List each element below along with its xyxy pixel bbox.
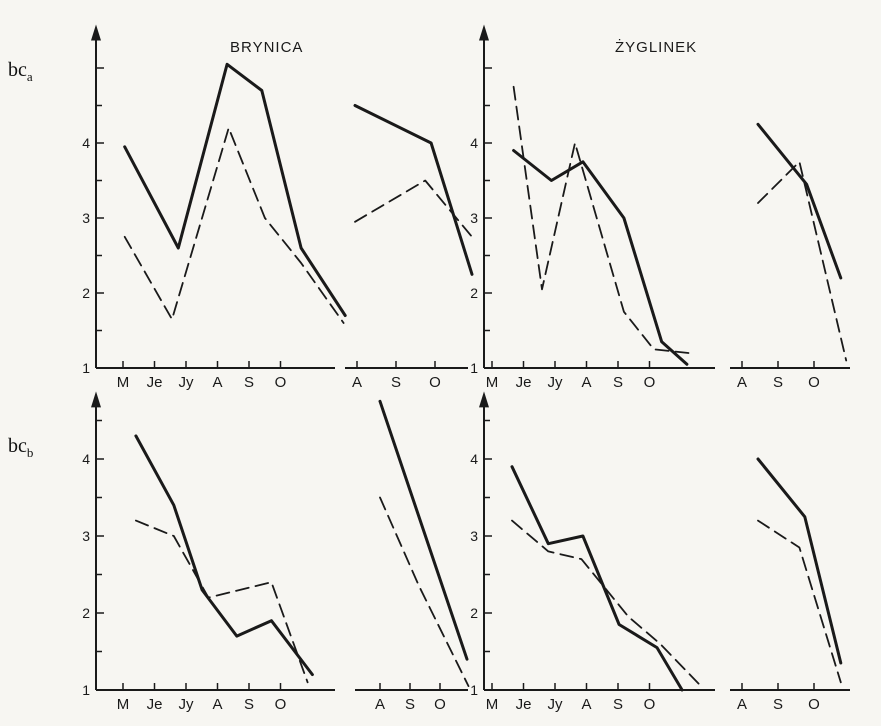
row-label-bca: bca (8, 59, 33, 84)
x-tick-label: Je (516, 374, 532, 391)
x-tick-label: Je (147, 374, 163, 391)
series-line-dashed (354, 179, 473, 238)
series-line-solid (756, 122, 843, 280)
y-tick-label: 1 (470, 682, 478, 698)
x-tick-label: M (117, 374, 130, 391)
x-tick-label: S (244, 374, 254, 391)
chart-title-brynica: BRYNICA (230, 39, 303, 56)
y-axis-arrow (479, 391, 489, 408)
y-axis-arrow (91, 391, 101, 408)
y-tick-label: 2 (82, 605, 90, 621)
x-tick-label: O (429, 374, 441, 391)
x-tick-label: A (737, 696, 747, 713)
x-tick-label: O (808, 696, 820, 713)
y-tick-label: 3 (82, 210, 90, 226)
series-line-solid (512, 149, 689, 366)
x-tick-label: A (581, 696, 591, 713)
y-tick-label: 4 (470, 135, 478, 151)
y-tick-label: 4 (82, 451, 90, 467)
x-tick-label: O (434, 696, 446, 713)
x-tick-label: Jy (179, 696, 195, 713)
x-tick-label: A (212, 374, 222, 391)
panel-bcb-brynica-1: M Je Jy A S O 1 2 3 4 (82, 391, 335, 713)
x-tick-label: Jy (548, 374, 564, 391)
series-line-solid (510, 465, 684, 692)
y-tick-label: 4 (82, 135, 90, 151)
x-tick-label: S (244, 696, 254, 713)
x-tick-label: O (275, 374, 287, 391)
x-tick-label: S (391, 374, 401, 391)
x-tick-label: M (486, 374, 499, 391)
y-tick-label: 3 (82, 528, 90, 544)
series-line-dashed (511, 519, 702, 687)
x-tick-label: Je (147, 696, 163, 713)
series-line-dashed (134, 519, 309, 684)
plot-panels: M Je Jy A S O 1 2 3 4 A S O M Je Jy A S O 1 2 3 4 A S O M Je Jy A S O 1 2… (82, 24, 850, 713)
panel-bca-zyglinek-1: M Je Jy A S O 1 2 3 4 (470, 24, 715, 391)
series-line-dashed (123, 127, 345, 324)
series-line-solid (353, 104, 474, 276)
x-tick-label: S (613, 696, 623, 713)
series-line-solid (378, 399, 469, 661)
y-tick-label: 2 (470, 285, 478, 301)
x-tick-label: A (737, 374, 747, 391)
y-tick-label: 2 (82, 285, 90, 301)
x-tick-label: S (405, 696, 415, 713)
series-line-solid (134, 434, 314, 677)
series-line-dashed (512, 85, 690, 354)
x-tick-label: A (352, 374, 362, 391)
y-axis-arrow (91, 24, 101, 41)
x-tick-label: O (808, 374, 820, 391)
y-tick-label: 3 (470, 210, 478, 226)
panel-bca-brynica-1: M Je Jy A S O 1 2 3 4 (82, 24, 347, 391)
chart-title-zyglinek: ŻYGLINEK (615, 38, 697, 56)
y-tick-label: 1 (470, 360, 478, 376)
x-tick-label: A (375, 696, 385, 713)
y-tick-label: 3 (470, 528, 478, 544)
x-tick-label: O (644, 374, 656, 391)
x-tick-label: A (581, 374, 591, 391)
x-tick-label: S (773, 696, 783, 713)
series-line-solid (756, 457, 843, 665)
x-tick-label: Jy (179, 374, 195, 391)
x-tick-label: Jy (548, 696, 564, 713)
y-axis-arrow (479, 24, 489, 41)
panel-bcb-zyglinek-1: M Je Jy A S O 1 2 3 4 (470, 391, 715, 713)
y-tick-label: 4 (470, 451, 478, 467)
x-tick-label: A (212, 696, 222, 713)
y-tick-label: 1 (82, 360, 90, 376)
x-tick-label: S (773, 374, 783, 391)
x-tick-label: M (486, 696, 499, 713)
series-line-solid (123, 62, 347, 317)
y-tick-label: 1 (82, 682, 90, 698)
x-tick-label: O (644, 696, 656, 713)
x-tick-label: S (613, 374, 623, 391)
y-tick-label: 2 (470, 605, 478, 621)
row-label-bcb: bcb (8, 435, 33, 460)
x-tick-label: M (117, 696, 130, 713)
series-line-dashed (757, 519, 842, 684)
x-tick-label: O (275, 696, 287, 713)
series-line-dashed (757, 160, 848, 362)
x-tick-label: Je (516, 696, 532, 713)
series-line-dashed (379, 496, 470, 687)
